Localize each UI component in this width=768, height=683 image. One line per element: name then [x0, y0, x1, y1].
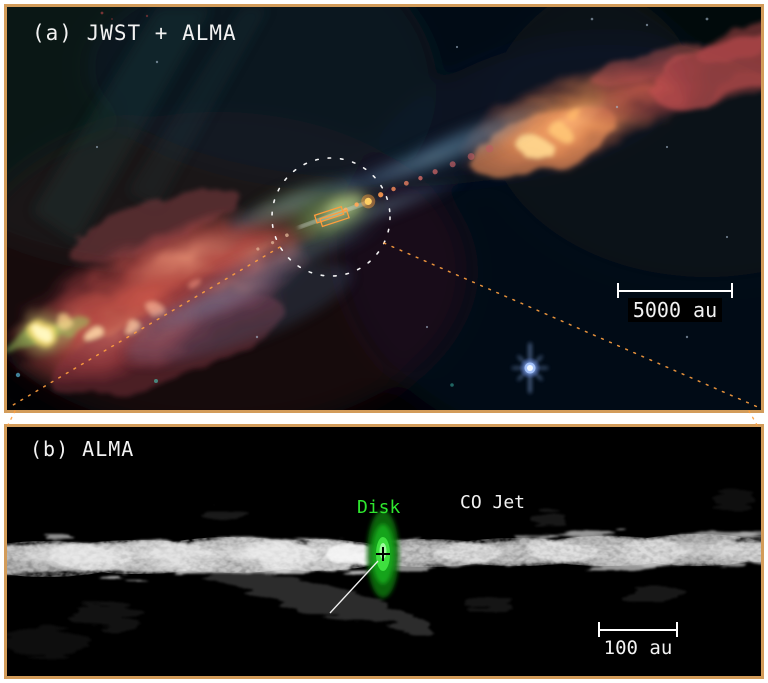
panel-b-scale-bar-label: 100 au	[603, 637, 673, 659]
right-outflow-lobe	[454, 21, 761, 181]
scale-bar-line	[617, 283, 733, 298]
protostar-cross-marker	[376, 547, 390, 561]
embedded-protostar-label: Embedded Protostar	[285, 613, 399, 676]
panel-a-scale-bar: 5000 au	[617, 283, 733, 322]
blue-star	[512, 343, 548, 393]
alma-jet-image	[7, 427, 761, 676]
embedded-protostar-label-line1: Embedded	[285, 673, 399, 676]
panel-a-label: (a) JWST + ALMA	[32, 21, 237, 45]
scattered-light-beams	[32, 7, 269, 242]
field-stars	[95, 17, 729, 339]
panel-a-scale-bar-label: 5000 au	[627, 298, 723, 322]
scale-bar-line	[598, 622, 678, 637]
central-green-glow	[237, 174, 381, 247]
protostar-pointer-line	[329, 560, 379, 614]
faint-colored-stars	[15, 11, 454, 387]
panel-b-label: (b) ALMA	[30, 437, 135, 461]
disk-label: Disk	[357, 497, 401, 518]
left-lobe-terminal-knot	[7, 303, 85, 364]
co-jet-band	[7, 493, 761, 653]
panel-b-alma: (b) ALMA Disk CO Jet Embedded Protostar …	[4, 424, 764, 679]
panel-b-scale-bar: 100 au	[598, 622, 678, 659]
zoom-region-circle	[271, 157, 391, 277]
co-jet-label: CO Jet	[460, 492, 526, 513]
outflow-composite-image	[7, 7, 761, 410]
connector-line-left	[7, 246, 281, 409]
band-bright-clumps	[22, 542, 742, 565]
inset-connector-lines	[7, 242, 761, 409]
inset-box-marker	[313, 205, 350, 228]
panel-a-jwst-alma: (a) JWST + ALMA 5000 au	[4, 4, 764, 413]
